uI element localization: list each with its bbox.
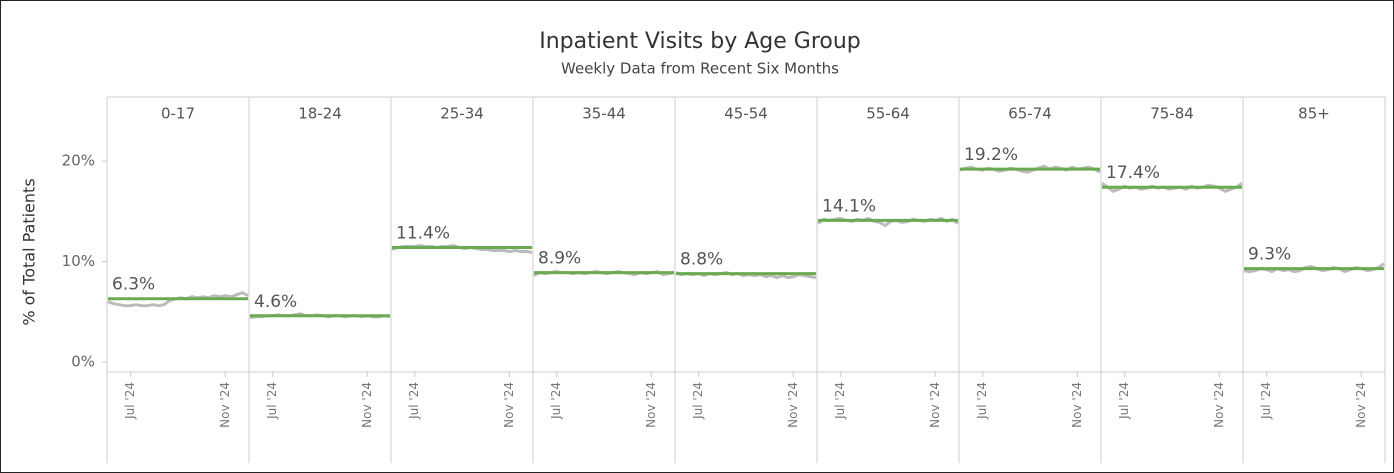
y-axis-label: % of Total Patients [20, 178, 39, 325]
average-label: 11.4% [396, 223, 450, 243]
x-tick-label: Jul '24 [265, 382, 279, 420]
panel-header: 85+ [1298, 105, 1330, 123]
chart-title: Inpatient Visits by Age Group [539, 29, 861, 54]
x-tick-label: Jul '24 [123, 382, 137, 420]
panel-header: 45-54 [724, 105, 768, 123]
panel-header: 55-64 [866, 105, 910, 123]
average-label: 17.4% [1106, 163, 1160, 183]
x-tick-label: Nov '24 [1070, 382, 1084, 428]
average-label: 8.9% [538, 249, 581, 269]
x-tick-label: Jul '24 [407, 382, 421, 420]
x-tick-label: Jul '24 [1117, 382, 1131, 420]
x-tick-label: Jul '24 [1259, 382, 1273, 420]
x-tick-label: Nov '24 [502, 382, 516, 428]
average-label: 19.2% [964, 145, 1018, 165]
panel-header: 75-84 [1150, 105, 1194, 123]
y-tick-label: 20% [62, 152, 95, 170]
average-label: 6.3% [112, 275, 155, 295]
x-tick-label: Nov '24 [786, 382, 800, 428]
x-tick-label: Nov '24 [1212, 382, 1226, 428]
x-tick-label: Nov '24 [218, 382, 232, 428]
panel-header: 0-17 [161, 105, 195, 123]
y-tick-label: 0% [71, 352, 95, 370]
average-label: 4.6% [254, 292, 297, 312]
x-tick-label: Jul '24 [833, 382, 847, 420]
x-tick-label: Nov '24 [360, 382, 374, 428]
x-tick-label: Nov '24 [928, 382, 942, 428]
x-tick-label: Jul '24 [549, 382, 563, 420]
panel-header: 18-24 [298, 105, 342, 123]
average-label: 14.1% [822, 196, 876, 216]
x-tick-label: Jul '24 [691, 382, 705, 420]
x-tick-label: Nov '24 [1354, 382, 1368, 428]
average-label: 9.3% [1248, 245, 1291, 265]
panel-header: 65-74 [1008, 105, 1052, 123]
panel-header: 35-44 [582, 105, 626, 123]
average-label: 8.8% [680, 250, 723, 270]
chart-subtitle: Weekly Data from Recent Six Months [561, 60, 839, 78]
x-tick-label: Nov '24 [644, 382, 658, 428]
y-tick-label: 10% [62, 252, 95, 270]
x-tick-label: Jul '24 [975, 382, 989, 420]
panel-header: 25-34 [440, 105, 484, 123]
